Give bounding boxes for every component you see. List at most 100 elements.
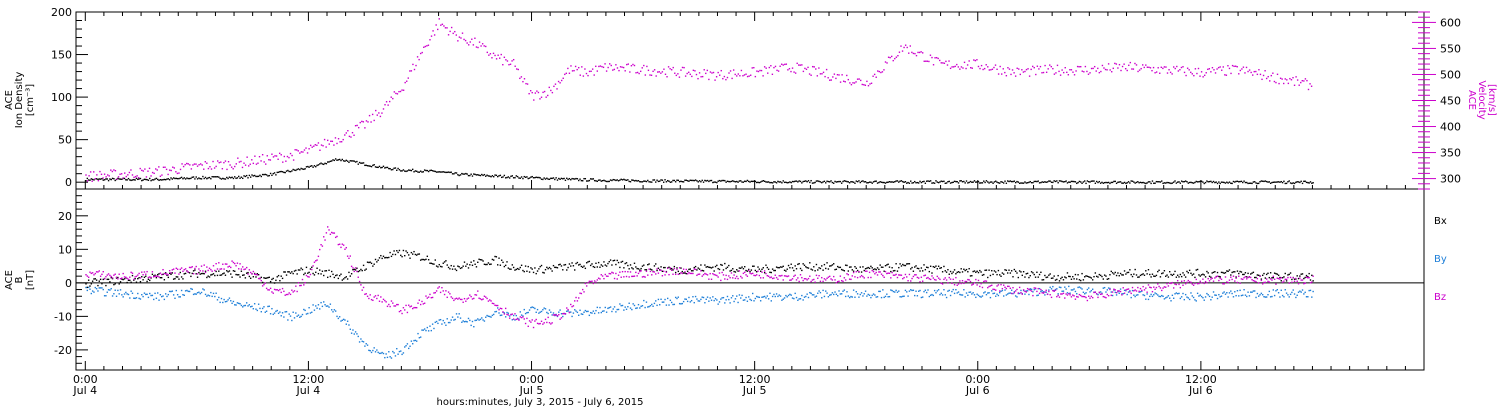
velocity-series-point [1169,71,1172,74]
by-series-point [341,319,344,322]
bx-series-point [709,266,711,269]
velocity-series-point [1042,71,1045,74]
by-series-point [1231,292,1233,295]
bx-series-point [613,259,616,262]
density-series-point [822,181,824,183]
velocity-series-point [993,66,995,69]
bz-series-point [919,281,921,283]
bx-series-point [443,261,446,263]
bx-series-point [807,267,810,269]
bz-series-point [398,310,401,313]
bz-series-point [431,296,434,299]
density-series-point [519,177,521,179]
velocity-series-point [275,155,278,157]
bz-series-point [394,305,397,307]
velocity-series-point [1112,67,1114,70]
velocity-series-point [339,141,341,143]
density-series-point [1110,181,1112,184]
density-series-point [674,181,677,183]
bz-series-point [906,276,908,278]
by-series-point [1020,289,1022,292]
density-series-point [479,174,482,177]
density-series-point [180,176,183,179]
by-series-point [283,316,285,318]
bx-series-point [1119,272,1122,275]
velocity-series-point [533,99,535,101]
bz-series-point [434,291,436,294]
by-series-point [693,301,695,304]
density-series-point [552,177,555,179]
density-series-point [770,181,772,184]
velocity-series-point [743,74,746,76]
by-series-point [907,295,909,297]
by-series-point [417,332,419,335]
by-series-point [389,356,391,358]
density-series-point [259,174,261,177]
velocity-series-point [539,98,541,100]
by-series-point [932,294,935,297]
density-series-point [1044,181,1046,183]
by-series-point [114,289,116,291]
bx-series-point [875,268,877,271]
velocity-series-point [303,149,306,151]
by-series-point [936,290,938,292]
bx-series-point [932,265,935,268]
bx-series-point [325,270,328,272]
bz-series-point [141,271,143,273]
bx-series-point [1228,269,1231,271]
by-series-point [818,290,820,292]
bz-series-point [231,260,233,262]
bx-series-point [1024,276,1026,278]
density-series-point [1145,182,1147,185]
by-series-point [883,296,885,299]
by-series-point [515,314,517,317]
bz-series-point [94,272,96,275]
by-series-point [1110,291,1112,293]
bx-series-point [369,261,371,263]
velocity-series-point [856,78,859,80]
by-series-point [992,292,994,295]
velocity-series-point [1278,82,1280,85]
bx-series-point [811,269,814,271]
by-series-point [795,296,798,299]
bz-series-point [936,275,938,278]
by-series-point [1216,297,1219,300]
velocity-series-point [243,162,245,164]
velocity-series-point [150,175,152,177]
bz-series-point [552,314,555,316]
density-series-point [280,170,282,173]
density-series-point [1243,180,1245,182]
bx-series-point [1020,271,1022,273]
density-series-point [1037,180,1039,182]
bx-series-point [941,271,944,273]
density-series-point [976,181,978,183]
bx-series-point [1041,279,1043,281]
bx-series-point [771,268,774,270]
by-series-point [821,297,823,299]
density-series-point [147,179,150,181]
velocity-series-point [694,70,696,72]
velocity-series-point [802,70,805,73]
velocity-series-point [334,137,337,139]
bz-series-point [799,274,802,276]
by-series-point [1150,293,1152,296]
velocity-series-point [808,73,811,75]
density-series-point [323,163,325,166]
bx-series-point [231,276,233,278]
bz-series-point [272,292,274,294]
velocity-series-point [292,159,295,161]
density-series-point [599,179,601,181]
bx-series-point [319,269,321,271]
bz-series-point [1102,295,1105,298]
velocity-series-point [272,156,275,158]
bx-series-point [400,254,402,257]
density-series-point [952,181,954,183]
density-series-point [686,180,689,182]
by-series-point [369,350,371,352]
density-series-point [470,173,472,175]
density-series-point [583,177,585,180]
bx-series-point [216,274,219,277]
velocity-series-point [977,65,980,68]
by-series-point [755,295,758,298]
bx-series-point [418,253,421,255]
